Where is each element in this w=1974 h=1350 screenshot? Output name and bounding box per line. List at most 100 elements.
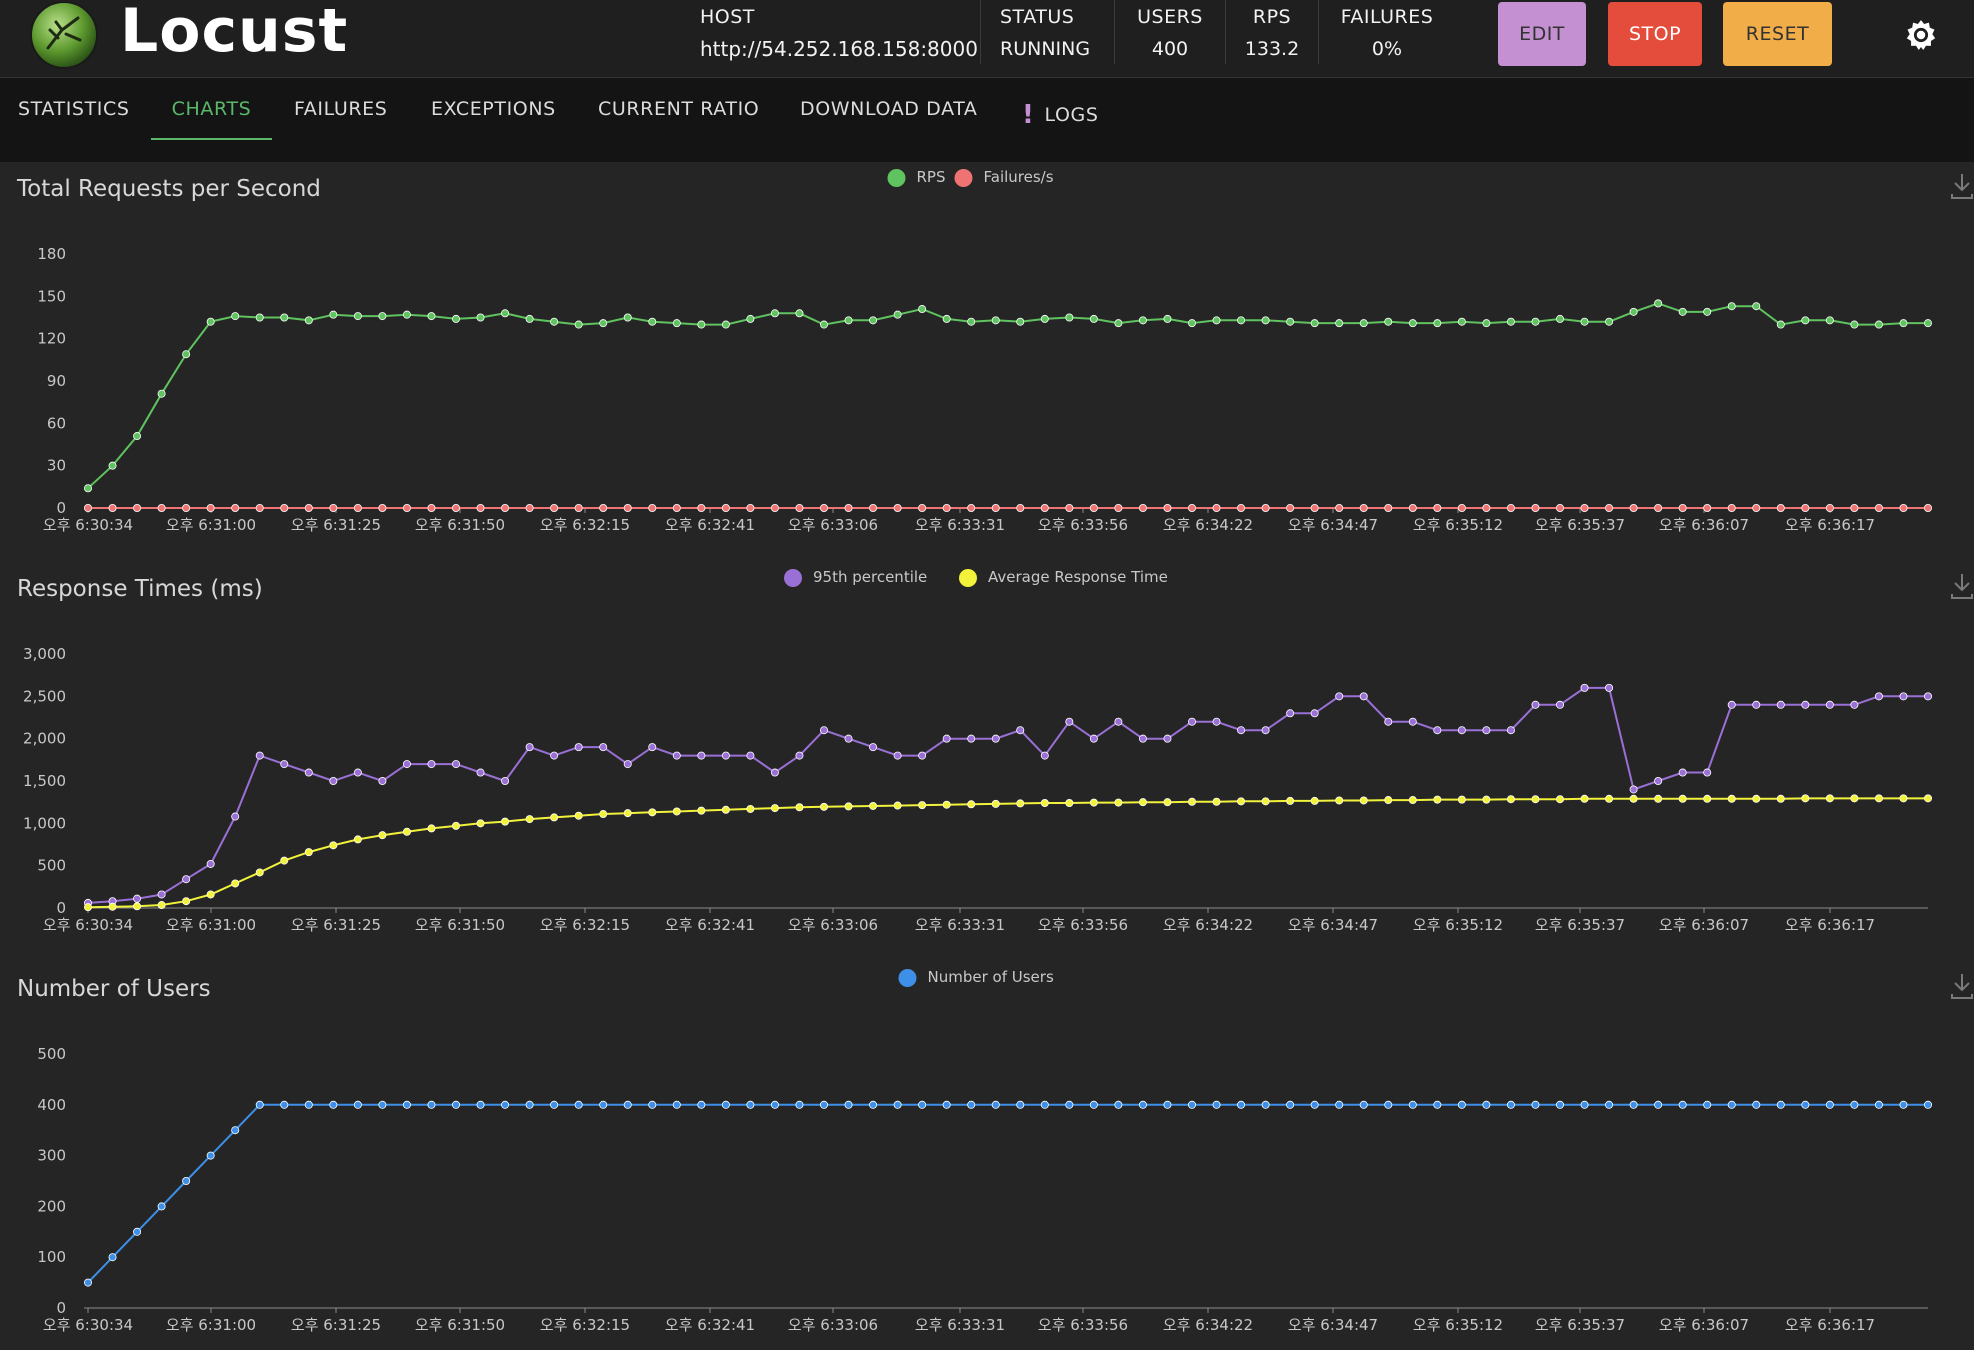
data-point[interactable] bbox=[1629, 503, 1638, 512]
data-point[interactable] bbox=[1016, 1100, 1025, 1109]
data-point[interactable] bbox=[133, 894, 142, 903]
data-point[interactable] bbox=[1089, 1100, 1098, 1109]
data-point[interactable] bbox=[329, 776, 338, 785]
data-point[interactable] bbox=[1678, 794, 1687, 803]
data-point[interactable] bbox=[525, 314, 534, 323]
data-point[interactable] bbox=[599, 810, 608, 819]
data-point[interactable] bbox=[1016, 317, 1025, 326]
tab-download-data[interactable]: DOWNLOAD DATA bbox=[800, 78, 978, 140]
data-point[interactable] bbox=[1629, 1100, 1638, 1109]
data-point[interactable] bbox=[623, 313, 632, 322]
data-point[interactable] bbox=[353, 503, 362, 512]
data-point[interactable] bbox=[746, 1100, 755, 1109]
data-point[interactable] bbox=[1703, 768, 1712, 777]
data-point[interactable] bbox=[1506, 795, 1515, 804]
data-point[interactable] bbox=[1531, 503, 1540, 512]
data-point[interactable] bbox=[1654, 776, 1663, 785]
data-point[interactable] bbox=[329, 841, 338, 850]
data-point[interactable] bbox=[1261, 726, 1270, 735]
data-point[interactable] bbox=[108, 902, 117, 911]
data-point[interactable] bbox=[1605, 317, 1614, 326]
data-point[interactable] bbox=[1899, 1100, 1908, 1109]
data-point[interactable] bbox=[1924, 503, 1933, 512]
data-point[interactable] bbox=[1237, 797, 1246, 806]
data-point[interactable] bbox=[476, 819, 485, 828]
data-point[interactable] bbox=[869, 1100, 878, 1109]
data-point[interactable] bbox=[820, 320, 829, 329]
data-point[interactable] bbox=[1065, 717, 1074, 726]
data-point[interactable] bbox=[1335, 1100, 1344, 1109]
legend-label[interactable]: Average Response Time bbox=[988, 568, 1168, 586]
data-point[interactable] bbox=[672, 751, 681, 760]
data-point[interactable] bbox=[1212, 717, 1221, 726]
data-point[interactable] bbox=[1457, 726, 1466, 735]
data-point[interactable] bbox=[525, 1100, 534, 1109]
data-point[interactable] bbox=[623, 503, 632, 512]
data-point[interactable] bbox=[1556, 700, 1565, 709]
data-point[interactable] bbox=[108, 503, 117, 512]
data-point[interactable] bbox=[795, 751, 804, 760]
data-point[interactable] bbox=[1605, 503, 1614, 512]
data-point[interactable] bbox=[869, 503, 878, 512]
data-point[interactable] bbox=[574, 1100, 583, 1109]
data-point[interactable] bbox=[133, 902, 142, 911]
tab-exceptions[interactable]: EXCEPTIONS bbox=[431, 78, 556, 140]
data-point[interactable] bbox=[1335, 692, 1344, 701]
data-point[interactable] bbox=[1825, 700, 1834, 709]
data-point[interactable] bbox=[1138, 503, 1147, 512]
data-point[interactable] bbox=[1359, 319, 1368, 328]
data-point[interactable] bbox=[1678, 768, 1687, 777]
data-point[interactable] bbox=[1310, 796, 1319, 805]
data-point[interactable] bbox=[1359, 796, 1368, 805]
data-point[interactable] bbox=[255, 503, 264, 512]
data-point[interactable] bbox=[1188, 503, 1197, 512]
data-point[interactable] bbox=[402, 760, 411, 769]
data-point[interactable] bbox=[1629, 785, 1638, 794]
data-point[interactable] bbox=[574, 743, 583, 752]
data-point[interactable] bbox=[280, 760, 289, 769]
data-point[interactable] bbox=[1163, 734, 1172, 743]
data-point[interactable] bbox=[1163, 314, 1172, 323]
data-point[interactable] bbox=[206, 859, 215, 868]
data-point[interactable] bbox=[451, 1100, 460, 1109]
data-point[interactable] bbox=[1384, 503, 1393, 512]
data-point[interactable] bbox=[378, 1100, 387, 1109]
data-point[interactable] bbox=[844, 1100, 853, 1109]
data-point[interactable] bbox=[1776, 503, 1785, 512]
data-point[interactable] bbox=[1310, 1100, 1319, 1109]
data-point[interactable] bbox=[1727, 302, 1736, 311]
data-point[interactable] bbox=[1040, 1100, 1049, 1109]
data-point[interactable] bbox=[476, 313, 485, 322]
data-point[interactable] bbox=[329, 503, 338, 512]
data-point[interactable] bbox=[1138, 734, 1147, 743]
data-point[interactable] bbox=[942, 1100, 951, 1109]
data-point[interactable] bbox=[721, 751, 730, 760]
data-point[interactable] bbox=[304, 848, 313, 857]
data-point[interactable] bbox=[1335, 796, 1344, 805]
legend-marker[interactable] bbox=[887, 169, 906, 187]
legend-label[interactable]: RPS bbox=[917, 168, 946, 186]
data-point[interactable] bbox=[476, 768, 485, 777]
data-point[interactable] bbox=[1506, 1100, 1515, 1109]
data-point[interactable] bbox=[746, 804, 755, 813]
tab-charts[interactable]: CHARTS bbox=[151, 78, 272, 140]
data-point[interactable] bbox=[795, 309, 804, 318]
data-point[interactable] bbox=[1040, 751, 1049, 760]
data-point[interactable] bbox=[942, 800, 951, 809]
data-point[interactable] bbox=[844, 503, 853, 512]
data-point[interactable] bbox=[1384, 317, 1393, 326]
data-point[interactable] bbox=[1457, 503, 1466, 512]
data-point[interactable] bbox=[133, 432, 142, 441]
data-point[interactable] bbox=[869, 801, 878, 810]
data-point[interactable] bbox=[1899, 503, 1908, 512]
download-icon[interactable] bbox=[1951, 974, 1973, 999]
data-point[interactable] bbox=[451, 314, 460, 323]
data-point[interactable] bbox=[1040, 314, 1049, 323]
legend-marker[interactable] bbox=[784, 569, 802, 587]
legend-label[interactable]: 95th percentile bbox=[813, 568, 927, 586]
data-point[interactable] bbox=[1433, 726, 1442, 735]
data-point[interactable] bbox=[1065, 799, 1074, 808]
data-point[interactable] bbox=[1850, 700, 1859, 709]
data-point[interactable] bbox=[402, 310, 411, 319]
data-point[interactable] bbox=[1776, 700, 1785, 709]
